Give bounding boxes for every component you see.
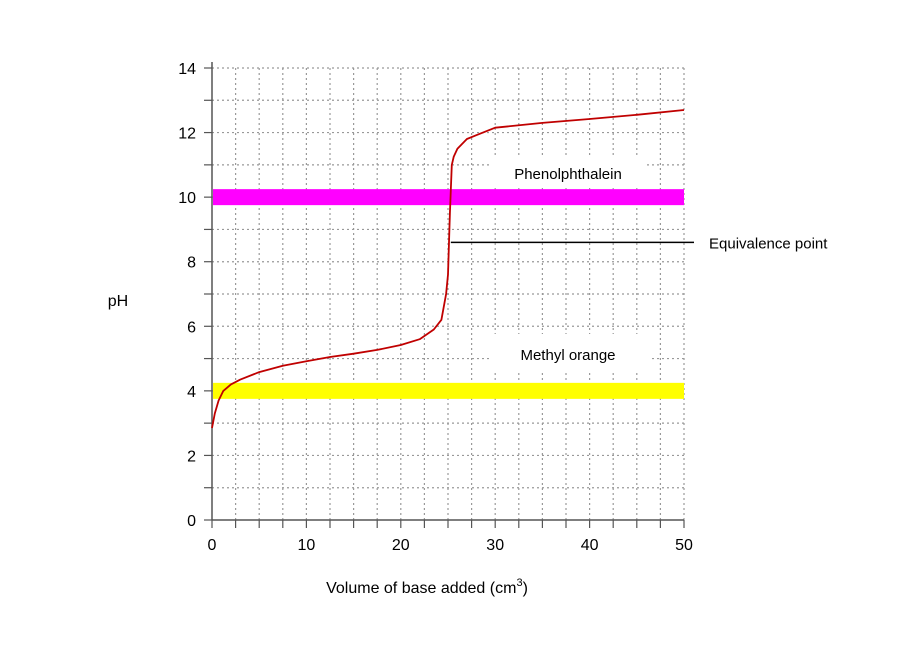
methyl-orange-label-bg — [492, 334, 652, 372]
y-tick-label: 2 — [187, 448, 196, 465]
x-tick-label: 30 — [486, 537, 504, 554]
annotations: Phenolphthalein Methyl orange Equivalenc… — [450, 158, 828, 372]
x-axis-label-main: Volume of base added (cm — [326, 580, 516, 597]
grid-lines — [212, 67, 685, 520]
phenolphthalein-label: Phenolphthalein — [514, 166, 622, 183]
y-tick-label: 8 — [187, 255, 196, 272]
tick-marks: 0 10 20 30 40 50 0 2 4 6 8 10 12 14 — [178, 61, 693, 554]
y-tick-label: 6 — [187, 319, 196, 336]
x-tick-label: 0 — [208, 537, 217, 554]
y-axis-label: pH — [108, 293, 128, 310]
phenolphthalein-label-bg — [490, 158, 646, 188]
band-methyl-orange — [213, 382, 684, 399]
y-tick-label: 10 — [178, 190, 196, 207]
y-tick-label: 4 — [187, 384, 196, 401]
curve-layer — [211, 109, 685, 429]
x-tick-label: 50 — [675, 537, 693, 554]
x-axis-label: Volume of base added (cm3) — [326, 577, 528, 597]
x-tick-label: 40 — [581, 537, 599, 554]
indicator-bands — [213, 189, 684, 399]
axes — [211, 62, 684, 521]
y-tick-label: 12 — [178, 126, 196, 143]
x-axis-label-suffix: ) — [523, 580, 528, 597]
equivalence-point-label: Equivalence point — [709, 235, 828, 252]
band-phenolphthalein — [213, 189, 684, 206]
y-tick-label: 14 — [178, 61, 196, 78]
x-tick-label: 20 — [392, 537, 410, 554]
titration-curve — [211, 109, 685, 429]
methyl-orange-label: Methyl orange — [520, 347, 615, 364]
x-tick-label: 10 — [298, 537, 316, 554]
x-axis-label-superscript: 3 — [516, 577, 522, 589]
y-tick-label: 0 — [187, 513, 196, 530]
